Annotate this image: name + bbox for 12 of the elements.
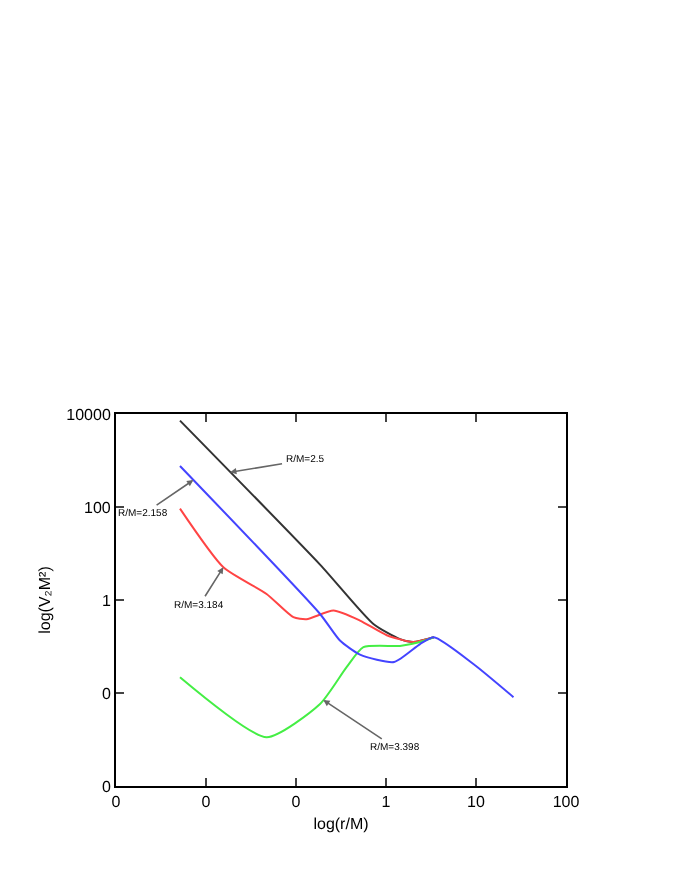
y-tick-label: 0 <box>101 684 112 703</box>
y-tick-label: 0 <box>101 777 112 796</box>
y-axis-title: log(V₂M²) <box>35 565 54 634</box>
x-tick-label: 1 <box>381 793 392 812</box>
x-tick-label: 0 <box>201 793 212 812</box>
y-tick-label: 1 <box>101 591 112 610</box>
y-tick-label: 100 <box>84 498 112 517</box>
x-tick-label: 10 <box>467 793 486 812</box>
x-axis-title: log(r/M) <box>313 815 370 834</box>
x-tick-label: 0 <box>291 793 302 812</box>
x-tick-label: 100 <box>552 793 581 812</box>
y-tick-label: 10000 <box>66 405 112 424</box>
